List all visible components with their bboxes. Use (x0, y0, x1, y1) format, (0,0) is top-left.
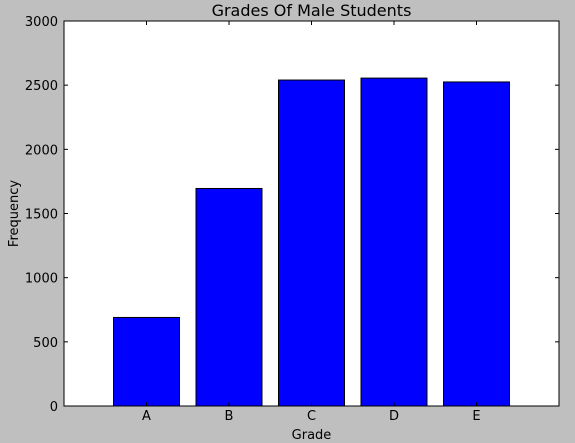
x-tick-label-b: B (225, 409, 234, 424)
bar-b (195, 187, 263, 407)
x-tick-label-c: C (307, 409, 316, 424)
x-tick-label-a: A (142, 409, 151, 424)
y-axis-label: Frequency (7, 180, 22, 247)
y-tick-label-2000: 2000 (25, 143, 58, 158)
bar-a (113, 316, 180, 407)
y-ticks-group: 0 500 1000 1500 2000 2500 3000 (25, 15, 559, 415)
y-tick-label-2500: 2500 (25, 79, 58, 94)
chart-title: Grades Of Male Students (212, 1, 412, 20)
bar-c (278, 79, 345, 407)
x-tick-label-d: D (389, 409, 399, 424)
x-tick-label-e: E (472, 409, 480, 424)
y-tick-label-1000: 1000 (25, 272, 58, 287)
x-axis-label: Grade (292, 428, 332, 443)
x-ticks-group: A B C D E (142, 21, 481, 424)
bars-group (113, 77, 510, 407)
y-tick-label-0: 0 (50, 400, 58, 415)
bar-e (443, 81, 510, 407)
y-tick-label-3000: 3000 (25, 15, 58, 30)
y-tick-label-1500: 1500 (25, 208, 58, 223)
bar-d (360, 77, 428, 407)
y-tick-label-500: 500 (33, 336, 58, 351)
